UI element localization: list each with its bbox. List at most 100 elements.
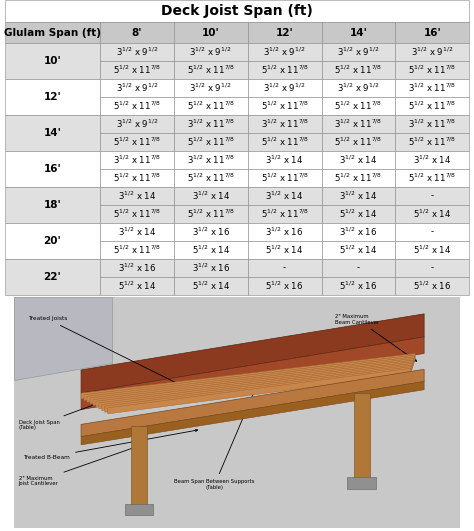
Text: 3$^{1/2}$ x 16: 3$^{1/2}$ x 16 <box>191 262 230 274</box>
Bar <box>100 259 174 277</box>
Bar <box>395 241 469 259</box>
Text: 22': 22' <box>44 272 61 282</box>
Text: -: - <box>431 263 434 272</box>
Text: 5$^{1/2}$ x 11$^{7/8}$: 5$^{1/2}$ x 11$^{7/8}$ <box>113 208 161 220</box>
Text: 12': 12' <box>44 92 61 102</box>
Bar <box>100 223 174 241</box>
Text: 3$^{1/2}$ x 9$^{1/2}$: 3$^{1/2}$ x 9$^{1/2}$ <box>190 46 232 58</box>
Polygon shape <box>96 362 413 407</box>
Bar <box>248 187 321 205</box>
Bar <box>248 241 321 259</box>
Text: 3$^{1/2}$ x 16: 3$^{1/2}$ x 16 <box>265 226 304 238</box>
Text: -: - <box>283 263 286 272</box>
Bar <box>321 97 395 115</box>
Text: 3$^{1/2}$ x 11$^{7/8}$: 3$^{1/2}$ x 11$^{7/8}$ <box>113 154 161 166</box>
Text: Treated Joists: Treated Joists <box>27 316 180 385</box>
Text: 3$^{1/2}$ x 11$^{7/8}$: 3$^{1/2}$ x 11$^{7/8}$ <box>187 154 235 166</box>
Bar <box>100 22 174 44</box>
Text: 5$^{1/2}$ x 14: 5$^{1/2}$ x 14 <box>191 244 230 256</box>
Bar <box>248 44 321 61</box>
Bar <box>100 115 174 133</box>
Text: 3$^{1/2}$ x 9$^{1/2}$: 3$^{1/2}$ x 9$^{1/2}$ <box>264 46 306 58</box>
Bar <box>321 241 395 259</box>
Bar <box>395 151 469 169</box>
Text: 16': 16' <box>423 28 441 38</box>
Bar <box>395 259 469 277</box>
Bar <box>321 223 395 241</box>
Bar <box>174 115 248 133</box>
Polygon shape <box>108 369 411 414</box>
Text: 5$^{1/2}$ x 16: 5$^{1/2}$ x 16 <box>413 279 452 292</box>
Polygon shape <box>105 367 411 412</box>
Bar <box>347 477 376 489</box>
Bar <box>5 22 100 44</box>
Text: -: - <box>431 227 434 236</box>
Text: 10': 10' <box>202 28 219 38</box>
Bar <box>100 61 174 79</box>
Text: 14': 14' <box>44 128 61 138</box>
Polygon shape <box>81 337 424 409</box>
Text: 5$^{1/2}$ x 16: 5$^{1/2}$ x 16 <box>339 279 378 292</box>
Text: 3$^{1/2}$ x 16: 3$^{1/2}$ x 16 <box>118 262 156 274</box>
Text: Beam Span Between Supports
(Table): Beam Span Between Supports (Table) <box>174 383 258 490</box>
Bar <box>321 169 395 187</box>
Bar <box>248 277 321 295</box>
Bar <box>5 187 100 223</box>
Bar <box>354 393 370 479</box>
Bar <box>174 22 248 44</box>
Text: 5$^{1/2}$ x 14: 5$^{1/2}$ x 14 <box>413 244 452 256</box>
Bar <box>131 426 147 506</box>
Polygon shape <box>81 381 424 445</box>
Bar <box>174 97 248 115</box>
Text: 3$^{1/2}$ x 9$^{1/2}$: 3$^{1/2}$ x 9$^{1/2}$ <box>190 82 232 95</box>
Bar <box>100 79 174 97</box>
Bar <box>395 61 469 79</box>
Text: 5$^{1/2}$ x 11$^{7/8}$: 5$^{1/2}$ x 11$^{7/8}$ <box>335 172 383 184</box>
Polygon shape <box>81 354 415 399</box>
Bar <box>248 61 321 79</box>
Bar <box>174 187 248 205</box>
Bar <box>100 97 174 115</box>
Text: 5$^{1/2}$ x 14: 5$^{1/2}$ x 14 <box>413 208 452 220</box>
Bar <box>321 61 395 79</box>
Text: 3$^{1/2}$ x 9$^{1/2}$: 3$^{1/2}$ x 9$^{1/2}$ <box>411 46 454 58</box>
Bar <box>174 61 248 79</box>
Text: 3$^{1/2}$ x 14: 3$^{1/2}$ x 14 <box>339 190 378 202</box>
Polygon shape <box>87 357 414 402</box>
Text: 5$^{1/2}$ x 11$^{7/8}$: 5$^{1/2}$ x 11$^{7/8}$ <box>261 208 309 220</box>
Bar <box>174 205 248 223</box>
Text: 3$^{1/2}$ x 14: 3$^{1/2}$ x 14 <box>265 190 304 202</box>
Text: 3$^{1/2}$ x 9$^{1/2}$: 3$^{1/2}$ x 9$^{1/2}$ <box>264 82 306 95</box>
Text: 5$^{1/2}$ x 11$^{7/8}$: 5$^{1/2}$ x 11$^{7/8}$ <box>408 136 456 148</box>
Bar <box>248 115 321 133</box>
Bar <box>174 133 248 151</box>
Bar <box>100 151 174 169</box>
Text: 3$^{1/2}$ x 14: 3$^{1/2}$ x 14 <box>118 226 156 238</box>
Bar <box>248 205 321 223</box>
Text: Glulam Span (ft): Glulam Span (ft) <box>4 28 101 38</box>
Bar <box>174 259 248 277</box>
Bar <box>248 169 321 187</box>
Text: 3$^{1/2}$ x 11$^{7/8}$: 3$^{1/2}$ x 11$^{7/8}$ <box>408 118 456 130</box>
Text: 5$^{1/2}$ x 11$^{7/8}$: 5$^{1/2}$ x 11$^{7/8}$ <box>187 172 235 184</box>
Text: 5$^{1/2}$ x 11$^{7/8}$: 5$^{1/2}$ x 11$^{7/8}$ <box>261 136 309 148</box>
Text: 16': 16' <box>44 164 61 174</box>
Bar <box>395 169 469 187</box>
Text: 5$^{1/2}$ x 14: 5$^{1/2}$ x 14 <box>191 279 230 292</box>
Text: 3$^{1/2}$ x 9$^{1/2}$: 3$^{1/2}$ x 9$^{1/2}$ <box>116 82 158 95</box>
Bar <box>321 22 395 44</box>
Polygon shape <box>81 314 424 393</box>
Text: 5$^{1/2}$ x 11$^{7/8}$: 5$^{1/2}$ x 11$^{7/8}$ <box>187 64 235 76</box>
Bar <box>248 223 321 241</box>
Bar <box>5 223 100 259</box>
Text: 3$^{1/2}$ x 9$^{1/2}$: 3$^{1/2}$ x 9$^{1/2}$ <box>116 118 158 130</box>
Bar <box>321 205 395 223</box>
Bar <box>100 187 174 205</box>
Bar <box>174 169 248 187</box>
Text: 2" Maximum
Joist Cantilever: 2" Maximum Joist Cantilever <box>18 447 136 486</box>
Polygon shape <box>84 355 415 401</box>
Text: -: - <box>357 263 360 272</box>
Bar <box>321 79 395 97</box>
Text: 3$^{1/2}$ x 11$^{7/8}$: 3$^{1/2}$ x 11$^{7/8}$ <box>261 118 309 130</box>
Bar <box>125 503 153 515</box>
